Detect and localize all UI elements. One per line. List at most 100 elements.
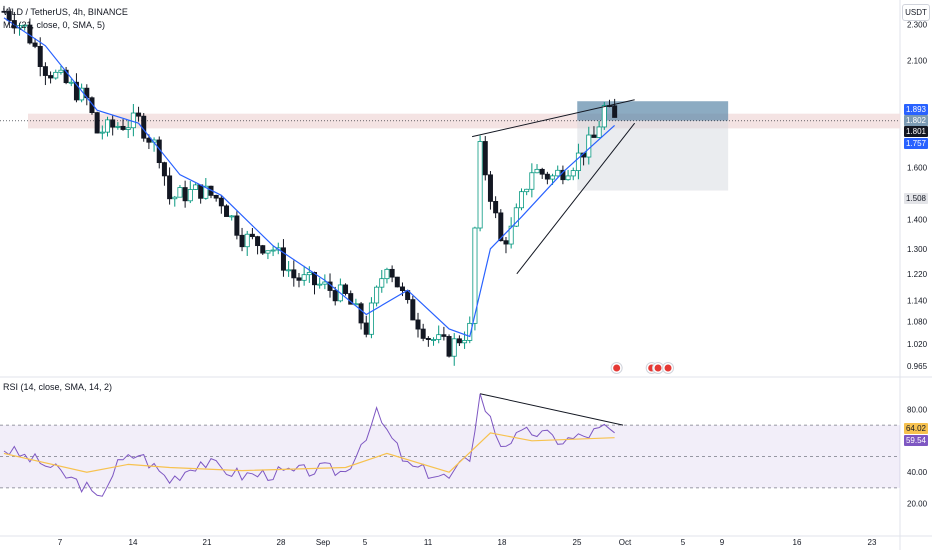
- candle-body: [550, 175, 556, 180]
- candle-body: [306, 272, 312, 276]
- candle-body: [596, 126, 602, 138]
- currency-button[interactable]: USDT: [902, 4, 930, 21]
- candle-body: [343, 284, 349, 294]
- candle-body: [348, 293, 354, 305]
- candle-body: [32, 42, 38, 47]
- candle-body: [249, 233, 255, 238]
- candle-body: [229, 215, 235, 218]
- candle-body: [63, 69, 69, 84]
- price-tick-label: 2.300: [907, 21, 928, 30]
- time-tick-label: 21: [203, 538, 212, 547]
- price-tick-label: 2.100: [907, 56, 928, 65]
- candle-body: [612, 105, 618, 118]
- candle-body: [565, 175, 571, 181]
- candle-body: [146, 137, 152, 143]
- candle-body: [296, 277, 302, 281]
- candle-body: [255, 236, 261, 247]
- candle-body: [37, 45, 43, 67]
- rsi-legend: RSI (14, close, SMA, 14, 2): [3, 382, 113, 392]
- time-tick-label: 11: [424, 538, 433, 547]
- time-tick-label: 7: [58, 538, 63, 547]
- time-tick-label: 5: [681, 538, 686, 547]
- candle-body: [539, 168, 545, 175]
- candle-body: [311, 272, 317, 286]
- candle-body: [265, 250, 271, 254]
- candle-body: [394, 276, 400, 288]
- candle-body: [363, 322, 369, 335]
- time-tick-label: 16: [793, 538, 802, 547]
- candle-body: [213, 194, 219, 199]
- time-tick-label: 23: [868, 538, 877, 547]
- badge-ma: 1.757: [904, 138, 928, 149]
- time-tick-label: Oct: [619, 538, 632, 547]
- candle-body: [48, 75, 54, 79]
- candle-body: [420, 328, 426, 339]
- candle-body: [368, 302, 374, 335]
- price-tick-label: 0.965: [907, 362, 928, 371]
- candle-body: [482, 141, 488, 176]
- rsi-tick-label: 20.00: [907, 500, 928, 509]
- candle-body: [218, 197, 224, 207]
- candle-body: [94, 112, 100, 134]
- candle-body: [203, 185, 209, 199]
- time-tick-label: 28: [277, 538, 286, 547]
- candle-body: [68, 81, 74, 84]
- us-flag-icon-inner: [664, 364, 672, 372]
- moving-average-line: [3, 17, 616, 338]
- candle-body: [115, 125, 121, 128]
- candle-body: [260, 245, 266, 254]
- candle-body: [555, 169, 561, 177]
- candle-body: [322, 281, 328, 285]
- candle-body: [301, 274, 307, 281]
- candle-body: [399, 286, 405, 291]
- candle-body: [503, 240, 509, 245]
- candle-body: [544, 173, 550, 180]
- price-tick-label: 1.600: [907, 163, 928, 172]
- candle-body: [410, 299, 416, 321]
- time-tick-label: Sep: [316, 538, 331, 547]
- candle-body: [472, 227, 478, 324]
- candle-body: [374, 286, 380, 304]
- candle-body: [110, 119, 116, 128]
- candle-body: [513, 207, 519, 227]
- badge-last-price: 1.801: [904, 126, 928, 137]
- rsi-tick-label: 80.00: [907, 405, 928, 414]
- candle-body: [177, 187, 183, 198]
- time-axis: 7 14 21 28 Sep 5 11 18 25 Oct 5 9 16 23: [58, 538, 877, 547]
- wedge-upper-line: [471, 99, 635, 138]
- candle-body: [244, 233, 250, 248]
- candle-body: [451, 338, 457, 357]
- rsi-divergence-line: [479, 393, 624, 426]
- candle-body: [425, 337, 431, 340]
- candle-body: [172, 196, 178, 200]
- time-tick-label: 14: [129, 538, 138, 547]
- price-tick-label: 1.080: [907, 318, 928, 327]
- candle-body: [58, 69, 64, 73]
- candle-body: [120, 125, 126, 130]
- candle-body: [358, 303, 364, 324]
- rsi-line: [3, 393, 615, 497]
- price-tick-label: 1.300: [907, 245, 928, 254]
- rsi-ma-line: [3, 432, 615, 473]
- candle-body: [317, 283, 323, 286]
- candle-body: [498, 212, 504, 242]
- candle-body: [384, 268, 390, 280]
- candle-body: [187, 189, 193, 202]
- time-tick-label: 25: [573, 538, 582, 547]
- candle-body: [431, 339, 437, 341]
- candle-body: [570, 170, 576, 177]
- candle-body: [89, 97, 95, 114]
- badge-entry: 1.802: [904, 115, 928, 126]
- badge-rsi-ma: 64.02: [904, 423, 928, 434]
- candle-body: [436, 334, 442, 340]
- candle-body: [182, 187, 188, 202]
- candle-body: [456, 338, 462, 344]
- candle-body: [591, 134, 597, 138]
- candle-body: [291, 269, 297, 279]
- candle-body: [477, 141, 483, 229]
- us-flag-icon-inner: [613, 364, 621, 372]
- price-tick-label: 1.140: [907, 296, 928, 305]
- candle-body: [601, 105, 607, 128]
